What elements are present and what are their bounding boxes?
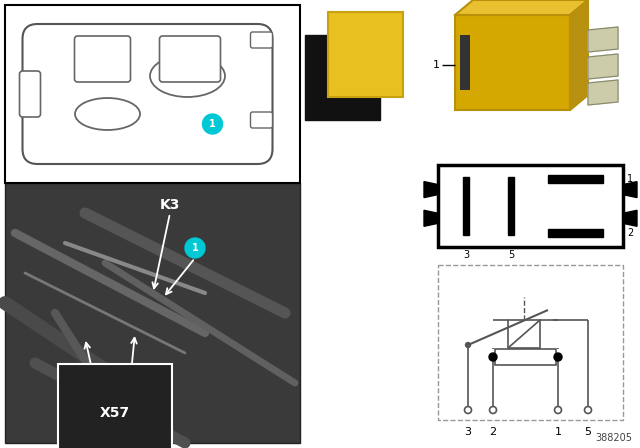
Text: 2: 2: [627, 228, 633, 238]
Bar: [548, 175, 603, 183]
Polygon shape: [623, 181, 637, 198]
Circle shape: [490, 406, 497, 414]
Bar: [460, 35, 470, 90]
Text: 3: 3: [463, 250, 469, 260]
Circle shape: [465, 343, 470, 348]
Text: 2: 2: [490, 427, 497, 437]
Text: 1: 1: [191, 243, 198, 253]
Bar: [438, 165, 623, 247]
Text: 1: 1: [554, 427, 561, 437]
Ellipse shape: [75, 98, 140, 130]
FancyBboxPatch shape: [19, 71, 40, 117]
Text: K3: K3: [160, 198, 180, 212]
Bar: [495, 349, 556, 365]
Polygon shape: [455, 0, 588, 15]
Polygon shape: [424, 210, 438, 226]
FancyBboxPatch shape: [250, 112, 273, 128]
FancyBboxPatch shape: [159, 36, 221, 82]
Text: 1: 1: [627, 174, 633, 184]
Circle shape: [554, 406, 561, 414]
Polygon shape: [588, 27, 618, 52]
Text: 5: 5: [584, 427, 591, 437]
Bar: [5, 5, 300, 183]
FancyBboxPatch shape: [250, 32, 273, 48]
Circle shape: [554, 353, 562, 361]
Text: 1: 1: [433, 60, 440, 70]
Bar: [508, 177, 514, 235]
FancyBboxPatch shape: [22, 24, 273, 164]
Text: 1: 1: [209, 119, 216, 129]
Circle shape: [465, 406, 472, 414]
Circle shape: [202, 114, 223, 134]
Circle shape: [185, 238, 205, 258]
Ellipse shape: [150, 55, 225, 97]
Bar: [455, 15, 570, 110]
Circle shape: [489, 353, 497, 361]
FancyBboxPatch shape: [74, 36, 131, 82]
Bar: [463, 177, 469, 235]
Polygon shape: [623, 210, 637, 226]
Polygon shape: [588, 80, 618, 105]
Bar: [548, 229, 603, 237]
Text: X57: X57: [100, 406, 130, 420]
Bar: [305, 35, 380, 120]
Bar: [508, 320, 540, 348]
Bar: [438, 265, 623, 420]
Polygon shape: [424, 181, 438, 198]
Circle shape: [584, 406, 591, 414]
Text: 5: 5: [508, 250, 514, 260]
Bar: [5, 183, 300, 443]
Bar: [328, 12, 403, 97]
Polygon shape: [570, 0, 588, 110]
Text: 388205: 388205: [595, 433, 632, 443]
Polygon shape: [588, 54, 618, 79]
Text: 3: 3: [465, 427, 472, 437]
